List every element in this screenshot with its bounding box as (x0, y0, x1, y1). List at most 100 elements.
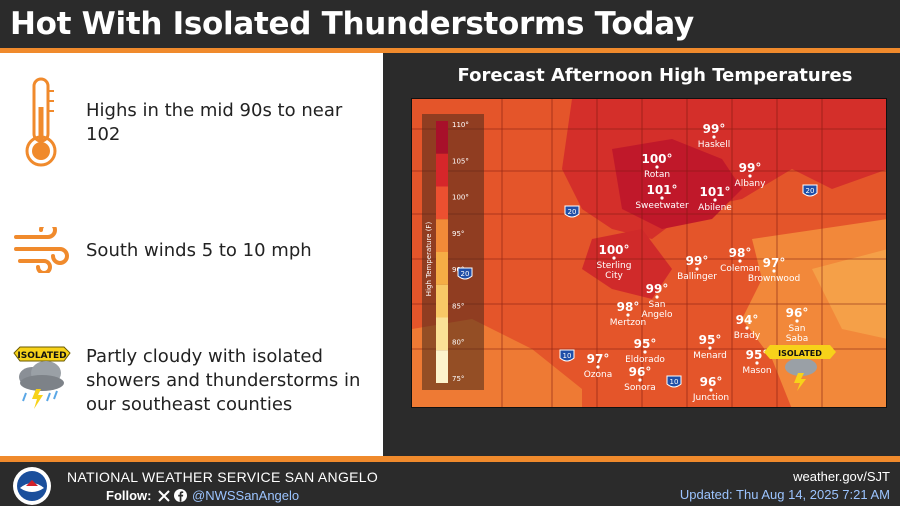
city-dot (772, 269, 776, 273)
city-dot (738, 259, 742, 263)
city-name: San (649, 300, 666, 310)
legend-tick-label: 110° (452, 121, 469, 129)
city-name: Mertzon (610, 318, 646, 328)
city-marker: 96° Junction (692, 375, 729, 403)
title-bar: Hot With Isolated Thunderstorms Today (0, 0, 900, 48)
legend-tick-label: 95° (452, 230, 464, 238)
highs-text: Highs in the mid 90s to near 102 (86, 100, 343, 145)
legend-swatch (436, 350, 448, 383)
city-marker: 100° Rotan (641, 152, 672, 180)
city-name: Abilene (698, 203, 732, 213)
city-temperature: 96° (786, 306, 809, 320)
legend-swatch (436, 121, 448, 154)
city-temperature: 99° (703, 122, 726, 136)
legend-tick-label: 105° (452, 157, 469, 165)
city-marker: 98° Coleman (720, 246, 760, 274)
city-temperature: 100° (598, 243, 629, 257)
city-name: Albany (735, 179, 767, 189)
temperature-map: 110°105°100°95°90°85°80°75° High Tempera… (411, 98, 887, 408)
city-name: City (605, 271, 623, 281)
city-marker: 98° Mertzon (610, 300, 646, 328)
bottom-accent-stripe (0, 456, 900, 462)
city-temperature: 95° (634, 337, 657, 351)
city-name: Sterling (597, 261, 632, 271)
city-temperature: 98° (617, 300, 640, 314)
coolest-zone (812, 249, 886, 339)
city-name: Mason (742, 366, 771, 376)
city-name: Angelo (641, 310, 673, 320)
legend-swatch (436, 153, 448, 187)
city-temperature: 96° (700, 375, 723, 389)
city-dot (709, 388, 713, 392)
city-marker: 95° Eldorado (625, 337, 665, 365)
city-temperature: 99° (686, 254, 709, 268)
interstate-shield: 20 (802, 184, 818, 197)
footer-website-link[interactable]: weather.gov/SJT (793, 469, 890, 484)
city-name: San (789, 324, 806, 334)
city-marker: 101° Abilene (698, 185, 732, 213)
city-temperature: 96° (629, 365, 652, 379)
city-name: Ozona (584, 370, 613, 380)
wind-icon (14, 227, 69, 273)
interstate-shield: 10 (666, 375, 682, 388)
svg-text:20: 20 (461, 270, 470, 278)
legend-tick-label: 85° (452, 302, 464, 310)
city-temperature: 97° (587, 352, 610, 366)
map-panel: Forecast Afternoon High Temperatures (383, 53, 900, 456)
city-name: Sonora (624, 383, 656, 393)
svg-text:20: 20 (806, 187, 815, 195)
footer-follow-label: Follow: (106, 488, 152, 503)
legend-swatch (436, 219, 448, 252)
city-marker: 99° Albany (735, 161, 767, 189)
city-marker: 99° Ballinger (677, 254, 717, 282)
footer-updated-timestamp: Updated: Thu Aug 14, 2025 7:21 AM (679, 487, 890, 502)
legend-swatch (436, 317, 448, 351)
footer-social-handle[interactable]: @NWSSanAngelo (192, 488, 300, 503)
city-temperature: 97° (763, 256, 786, 270)
city-marker: 96° Sonora (624, 365, 656, 393)
legend-tick-label: 80° (452, 339, 464, 347)
city-name: Junction (692, 393, 729, 403)
facebook-icon[interactable] (174, 489, 187, 502)
city-marker: 97° Ozona (584, 352, 613, 380)
city-dot (626, 313, 630, 317)
city-marker: 95° Mason (742, 348, 771, 376)
city-temperature: 99° (739, 161, 762, 175)
top-accent-stripe (0, 48, 900, 53)
svg-text:10: 10 (563, 352, 572, 360)
map-isolated-storm-icon: ISOLATED (764, 345, 836, 391)
city-temperature: 94° (736, 313, 759, 327)
city-name: Haskell (698, 140, 730, 150)
sky-text: Partly cloudy with isolated showers and … (86, 346, 361, 415)
city-marker: 97° Brownwood (748, 256, 800, 284)
city-dot (655, 165, 659, 169)
hot-zone-sterling (582, 229, 672, 299)
hottest-zone (612, 139, 742, 229)
footer-org-name: NATIONAL WEATHER SERVICE SAN ANGELO (67, 469, 379, 485)
legend-swatch (436, 186, 448, 220)
x-social-icon[interactable] (158, 490, 170, 502)
map-isolated-badge-text: ISOLATED (778, 349, 822, 358)
legend-title: High Temperature (F) (425, 222, 433, 297)
map-title: Forecast Afternoon High Temperatures (457, 65, 853, 86)
city-temperature: 95° (699, 333, 722, 347)
city-name: Eldorado (625, 355, 665, 365)
city-marker: 95° Menard (693, 333, 727, 361)
city-name: Coleman (720, 264, 760, 274)
city-name: Brady (734, 331, 761, 341)
city-name: Saba (786, 334, 808, 344)
city-dot (712, 135, 716, 139)
city-dot (713, 198, 717, 202)
city-temperature: 100° (641, 152, 672, 166)
city-dot (708, 346, 712, 350)
winds-row: South winds 5 to 10 mph (0, 225, 383, 275)
city-dot (643, 350, 647, 354)
nws-logo-icon (13, 467, 51, 505)
winds-text: South winds 5 to 10 mph (86, 240, 312, 261)
legend-swatch (436, 284, 448, 318)
sky-row: ISOLATED Partly cloudy with isolated sho… (0, 339, 383, 419)
city-name: Ballinger (677, 272, 717, 282)
city-dot (612, 256, 616, 260)
city-temperature: 101° (646, 183, 677, 197)
